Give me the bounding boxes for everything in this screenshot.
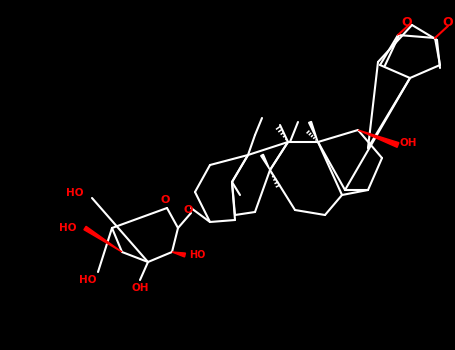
Text: OH: OH: [131, 283, 149, 293]
Polygon shape: [261, 154, 270, 170]
Polygon shape: [308, 121, 318, 142]
Polygon shape: [84, 226, 122, 252]
Polygon shape: [358, 130, 399, 147]
Text: O: O: [183, 205, 192, 215]
Text: HO: HO: [189, 250, 205, 260]
Text: O: O: [402, 15, 412, 28]
Text: HO: HO: [66, 188, 84, 198]
Text: O: O: [160, 195, 170, 205]
Polygon shape: [172, 252, 186, 257]
Text: OH: OH: [399, 138, 417, 148]
Text: O: O: [443, 15, 453, 28]
Text: HO: HO: [79, 275, 97, 285]
Text: HO: HO: [59, 223, 77, 233]
